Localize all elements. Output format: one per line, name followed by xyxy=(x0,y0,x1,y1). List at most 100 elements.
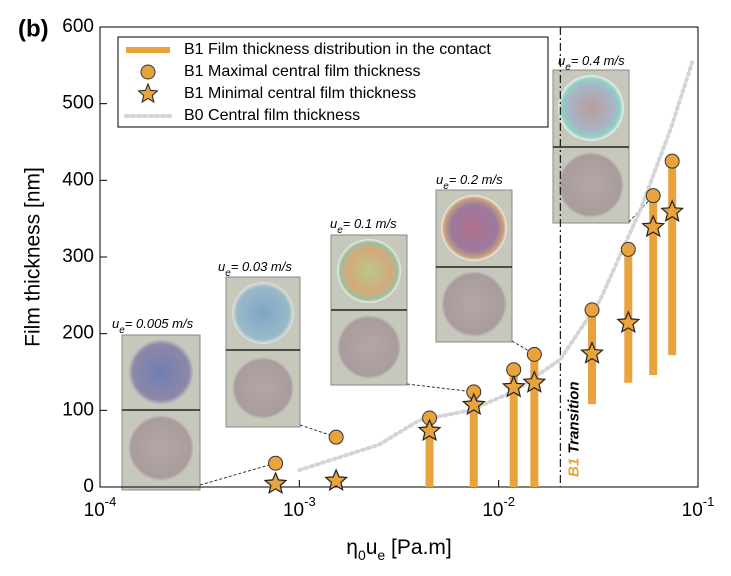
x-axis-label-part: 0 xyxy=(358,547,366,563)
x-tick-label: 10-2 xyxy=(482,494,515,521)
min-thickness-marker xyxy=(461,392,486,416)
inset-image xyxy=(558,152,624,218)
min-thickness-marker xyxy=(660,199,685,222)
transition-prefix: B1 xyxy=(565,458,582,477)
inset-text: = 0.005 m/s xyxy=(125,316,194,331)
inset xyxy=(225,276,337,438)
inset-image xyxy=(441,271,507,337)
legend-box xyxy=(117,36,549,128)
insets xyxy=(121,69,654,491)
inset-label: ue= 0.2 m/s xyxy=(436,172,503,192)
min-thickness-marker xyxy=(417,418,442,442)
inset-text: = 0.2 m/s xyxy=(449,172,503,187)
inset-text: = 0.4 m/s xyxy=(571,53,625,68)
inset xyxy=(552,69,654,224)
thickness-range-bar xyxy=(469,391,478,487)
inset-label: ue= 0.03 m/s xyxy=(218,259,292,279)
max-thickness-marker xyxy=(506,362,522,378)
x-tick-exponent: -2 xyxy=(503,494,515,509)
inset-subscript: e xyxy=(565,62,571,73)
x-axis-label-part: u xyxy=(366,536,378,559)
inset-image xyxy=(128,415,194,481)
y-tick-label: 200 xyxy=(62,323,94,344)
min-thickness-marker xyxy=(324,468,349,492)
inset xyxy=(435,189,535,355)
max-thickness-marker xyxy=(664,153,680,169)
inset-image xyxy=(128,339,194,405)
inset-label: ue= 0.005 m/s xyxy=(112,316,194,336)
min-thickness-marker xyxy=(641,214,666,238)
x-tick-exponent: -1 xyxy=(703,494,715,509)
y-tick-label: 100 xyxy=(62,399,94,420)
x-axis-label: η0ue [Pa.m] xyxy=(346,536,452,563)
legend-label: B1 Maximal central film thickness xyxy=(184,63,421,80)
min-thickness-marker xyxy=(616,310,641,334)
x-tick-exponent: -3 xyxy=(304,494,316,509)
inset-connector xyxy=(199,462,277,486)
inset-symbol: u xyxy=(218,259,225,274)
inset-text: = 0.03 m/s xyxy=(231,259,293,274)
inset-subscript: e xyxy=(337,225,343,236)
legend-swatch xyxy=(140,64,156,80)
inset-image xyxy=(232,357,294,419)
inset-subscript: e xyxy=(443,181,449,192)
max-thickness-marker xyxy=(645,188,661,204)
inset-symbol: u xyxy=(436,172,443,187)
inset-symbol: u xyxy=(558,53,565,68)
y-tick-label: 300 xyxy=(62,246,94,267)
x-tick-label: 10-1 xyxy=(682,494,715,521)
thickness-range-bar xyxy=(649,195,658,376)
inset-image xyxy=(337,239,401,303)
max-thickness-marker xyxy=(620,241,636,257)
inset-symbol: u xyxy=(112,316,119,331)
y-tick-label: 400 xyxy=(62,169,94,190)
max-thickness-marker xyxy=(526,346,542,362)
legend-swatch xyxy=(137,82,159,104)
inset-label: ue= 0.4 m/s xyxy=(558,53,625,73)
thickness-range-bar xyxy=(530,354,539,487)
x-axis-label-part: [Pa.m] xyxy=(385,536,452,559)
x-axis-label-part: e xyxy=(377,547,385,563)
min-thickness-marker xyxy=(501,374,526,398)
inset-image xyxy=(558,75,624,141)
y-tick-label: 600 xyxy=(62,16,94,37)
panel-label: (b) xyxy=(18,15,49,42)
legend-label: B0 Central film thickness xyxy=(184,107,360,124)
inset xyxy=(121,334,277,491)
x-tick-base: 10 xyxy=(283,500,304,521)
y-tick-label: 500 xyxy=(62,93,94,114)
legend-label: B1 Film thickness distribution in the co… xyxy=(184,41,491,58)
legend-label: B1 Minimal central film thickness xyxy=(184,85,416,102)
x-tick-exponent: -4 xyxy=(105,494,117,509)
inset-label: ue= 0.1 m/s xyxy=(330,216,397,236)
inset-image xyxy=(232,282,294,344)
min-thickness-marker xyxy=(580,341,605,364)
max-thickness-marker xyxy=(584,302,600,318)
x-tick-base: 10 xyxy=(84,500,105,521)
min-thickness-marker xyxy=(263,471,288,495)
x-tick-base: 10 xyxy=(682,500,703,521)
thickness-range-bar xyxy=(668,161,677,356)
inset-image xyxy=(337,315,401,379)
inset-connector xyxy=(406,383,475,393)
inset-text: = 0.1 m/s xyxy=(343,216,397,231)
y-axis-label: Film thickness [nm] xyxy=(22,167,45,347)
thickness-range-bar xyxy=(425,418,434,487)
x-tick-base: 10 xyxy=(482,500,503,521)
x-tick-label: 10-4 xyxy=(84,494,117,521)
inset-image xyxy=(441,195,507,261)
thickness-range-bar xyxy=(509,369,518,487)
y-tick-label: 0 xyxy=(83,476,94,497)
inset-subscript: e xyxy=(119,325,125,336)
min-thickness-marker xyxy=(522,370,547,393)
max-thickness-marker xyxy=(268,455,284,471)
max-thickness-marker xyxy=(328,429,344,445)
inset-subscript: e xyxy=(225,268,231,279)
transition-label: B1 Transition xyxy=(565,381,582,477)
transition-text: Transition xyxy=(565,381,582,453)
x-axis-label-part: η xyxy=(346,536,358,559)
x-tick-label: 10-3 xyxy=(283,494,316,521)
inset xyxy=(330,234,475,393)
inset-symbol: u xyxy=(330,216,337,231)
